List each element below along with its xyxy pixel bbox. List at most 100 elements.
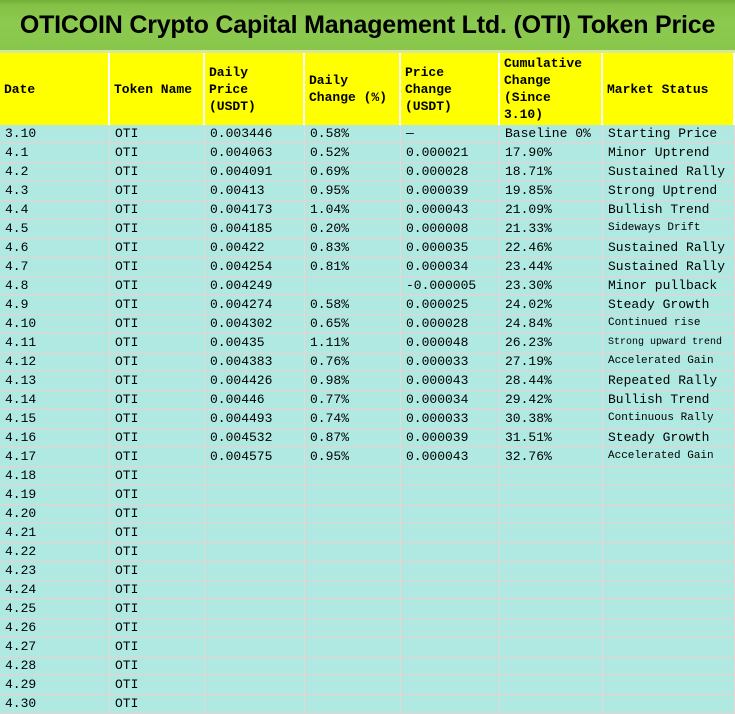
cell-market-status[interactable]: Starting Price bbox=[603, 125, 735, 144]
cell-token-name[interactable]: OTI bbox=[110, 448, 205, 467]
cell-daily-price[interactable] bbox=[205, 676, 305, 695]
cell-date[interactable]: 4.1 bbox=[0, 144, 110, 163]
cell-cumulative-change[interactable]: 23.44% bbox=[500, 258, 603, 277]
cell-market-status[interactable] bbox=[603, 581, 735, 600]
cell-daily-change[interactable] bbox=[305, 524, 401, 543]
cell-daily-price[interactable] bbox=[205, 486, 305, 505]
cell-token-name[interactable]: OTI bbox=[110, 581, 205, 600]
cell-price-change[interactable] bbox=[401, 695, 500, 714]
cell-price-change[interactable] bbox=[401, 676, 500, 695]
cell-date[interactable]: 4.21 bbox=[0, 524, 110, 543]
cell-price-change[interactable] bbox=[401, 524, 500, 543]
cell-daily-change[interactable]: 0.95% bbox=[305, 182, 401, 201]
cell-token-name[interactable]: OTI bbox=[110, 163, 205, 182]
cell-cumulative-change[interactable] bbox=[500, 600, 603, 619]
cell-price-change[interactable]: 0.000028 bbox=[401, 315, 500, 334]
cell-token-name[interactable]: OTI bbox=[110, 125, 205, 144]
cell-market-status[interactable] bbox=[603, 638, 735, 657]
cell-daily-change[interactable] bbox=[305, 657, 401, 676]
cell-price-change[interactable] bbox=[401, 505, 500, 524]
cell-token-name[interactable]: OTI bbox=[110, 258, 205, 277]
cell-token-name[interactable]: OTI bbox=[110, 467, 205, 486]
cell-price-change[interactable]: 0.000043 bbox=[401, 372, 500, 391]
cell-cumulative-change[interactable] bbox=[500, 562, 603, 581]
cell-market-status[interactable]: Sideways Drift bbox=[603, 220, 735, 239]
cell-daily-change[interactable] bbox=[305, 581, 401, 600]
cell-date[interactable]: 4.20 bbox=[0, 505, 110, 524]
cell-date[interactable]: 4.12 bbox=[0, 353, 110, 372]
cell-price-change[interactable]: 0.000034 bbox=[401, 258, 500, 277]
cell-daily-price[interactable]: 0.00422 bbox=[205, 239, 305, 258]
cell-cumulative-change[interactable]: 29.42% bbox=[500, 391, 603, 410]
cell-token-name[interactable]: OTI bbox=[110, 486, 205, 505]
cell-daily-change[interactable]: 0.69% bbox=[305, 163, 401, 182]
cell-daily-price[interactable]: 0.004185 bbox=[205, 220, 305, 239]
cell-daily-change[interactable] bbox=[305, 695, 401, 714]
cell-token-name[interactable]: OTI bbox=[110, 391, 205, 410]
cell-cumulative-change[interactable]: 21.09% bbox=[500, 201, 603, 220]
cell-token-name[interactable]: OTI bbox=[110, 220, 205, 239]
cell-price-change[interactable]: 0.000033 bbox=[401, 353, 500, 372]
cell-date[interactable]: 4.25 bbox=[0, 600, 110, 619]
cell-market-status[interactable]: Bullish Trend bbox=[603, 391, 735, 410]
cell-daily-price[interactable]: 0.004063 bbox=[205, 144, 305, 163]
cell-market-status[interactable] bbox=[603, 505, 735, 524]
cell-daily-change[interactable] bbox=[305, 543, 401, 562]
cell-daily-price[interactable]: 0.004493 bbox=[205, 410, 305, 429]
cell-daily-change[interactable] bbox=[305, 600, 401, 619]
cell-daily-change[interactable]: 0.20% bbox=[305, 220, 401, 239]
cell-cumulative-change[interactable] bbox=[500, 524, 603, 543]
cell-price-change[interactable] bbox=[401, 619, 500, 638]
cell-cumulative-change[interactable] bbox=[500, 638, 603, 657]
cell-price-change[interactable]: — bbox=[401, 125, 500, 144]
cell-date[interactable]: 4.30 bbox=[0, 695, 110, 714]
cell-market-status[interactable] bbox=[603, 657, 735, 676]
cell-daily-change[interactable]: 0.58% bbox=[305, 296, 401, 315]
cell-cumulative-change[interactable]: 17.90% bbox=[500, 144, 603, 163]
cell-price-change[interactable] bbox=[401, 562, 500, 581]
cell-daily-price[interactable] bbox=[205, 619, 305, 638]
cell-token-name[interactable]: OTI bbox=[110, 144, 205, 163]
cell-daily-price[interactable] bbox=[205, 467, 305, 486]
cell-date[interactable]: 4.6 bbox=[0, 239, 110, 258]
cell-token-name[interactable]: OTI bbox=[110, 201, 205, 220]
cell-market-status[interactable]: Steady Growth bbox=[603, 429, 735, 448]
cell-market-status[interactable]: Bullish Trend bbox=[603, 201, 735, 220]
cell-daily-change[interactable]: 0.95% bbox=[305, 448, 401, 467]
cell-daily-price[interactable]: 0.004426 bbox=[205, 372, 305, 391]
cell-daily-change[interactable] bbox=[305, 467, 401, 486]
cell-price-change[interactable] bbox=[401, 657, 500, 676]
cell-daily-change[interactable]: 0.77% bbox=[305, 391, 401, 410]
cell-market-status[interactable]: Minor pullback bbox=[603, 277, 735, 296]
cell-date[interactable]: 4.22 bbox=[0, 543, 110, 562]
cell-daily-change[interactable] bbox=[305, 619, 401, 638]
cell-daily-change[interactable]: 0.87% bbox=[305, 429, 401, 448]
cell-token-name[interactable]: OTI bbox=[110, 638, 205, 657]
cell-market-status[interactable] bbox=[603, 486, 735, 505]
cell-daily-change[interactable] bbox=[305, 676, 401, 695]
cell-token-name[interactable]: OTI bbox=[110, 315, 205, 334]
cell-date[interactable]: 4.9 bbox=[0, 296, 110, 315]
cell-market-status[interactable]: Strong upward trend bbox=[603, 334, 735, 353]
cell-daily-price[interactable] bbox=[205, 581, 305, 600]
cell-daily-price[interactable]: 0.004383 bbox=[205, 353, 305, 372]
cell-price-change[interactable]: 0.000025 bbox=[401, 296, 500, 315]
cell-token-name[interactable]: OTI bbox=[110, 372, 205, 391]
cell-date[interactable]: 4.28 bbox=[0, 657, 110, 676]
cell-market-status[interactable]: Sustained Rally bbox=[603, 239, 735, 258]
cell-date[interactable]: 4.8 bbox=[0, 277, 110, 296]
cell-market-status[interactable] bbox=[603, 676, 735, 695]
cell-cumulative-change[interactable]: 18.71% bbox=[500, 163, 603, 182]
cell-market-status[interactable] bbox=[603, 619, 735, 638]
cell-daily-change[interactable] bbox=[305, 486, 401, 505]
cell-cumulative-change[interactable]: 28.44% bbox=[500, 372, 603, 391]
cell-price-change[interactable]: 0.000048 bbox=[401, 334, 500, 353]
cell-token-name[interactable]: OTI bbox=[110, 562, 205, 581]
column-header-daily-change[interactable]: Daily Change (%) bbox=[305, 53, 401, 125]
cell-price-change[interactable]: 0.000035 bbox=[401, 239, 500, 258]
cell-token-name[interactable]: OTI bbox=[110, 695, 205, 714]
cell-token-name[interactable]: OTI bbox=[110, 657, 205, 676]
cell-daily-change[interactable]: 0.65% bbox=[305, 315, 401, 334]
cell-date[interactable]: 4.2 bbox=[0, 163, 110, 182]
cell-date[interactable]: 4.3 bbox=[0, 182, 110, 201]
